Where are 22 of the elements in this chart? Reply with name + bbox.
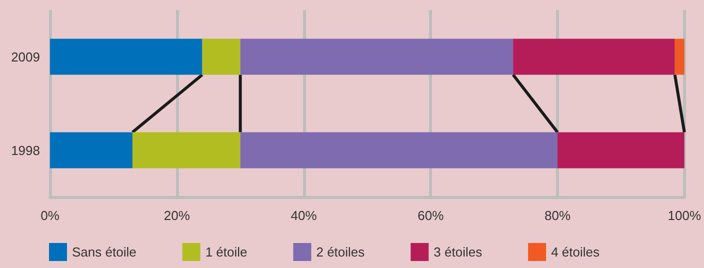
bar xyxy=(50,132,132,168)
x-tick-label: 100% xyxy=(668,208,702,223)
bar xyxy=(240,132,558,168)
bar xyxy=(202,38,240,75)
y-tick-label: 2009 xyxy=(11,49,40,64)
bar xyxy=(132,132,240,168)
bar xyxy=(558,132,684,168)
x-tick-label: 20% xyxy=(164,208,190,223)
bar xyxy=(674,38,684,75)
x-tick-label: 40% xyxy=(290,208,318,223)
legend-label: 3 étoiles xyxy=(434,244,483,260)
bar xyxy=(50,38,202,75)
legend-label: 1 étoile xyxy=(205,244,248,260)
y-tick-label: 1998 xyxy=(11,142,40,158)
bar xyxy=(240,38,514,75)
x-tick-label: 60% xyxy=(418,208,444,223)
legend-label: 2 étoiles xyxy=(316,244,366,260)
legend-label: 4 étoiles xyxy=(551,244,600,260)
bar xyxy=(513,38,675,75)
x-tick-label: 0% xyxy=(40,208,60,223)
legend-label: Sans étoile xyxy=(72,244,136,260)
x-tick-label: 80% xyxy=(544,208,571,223)
